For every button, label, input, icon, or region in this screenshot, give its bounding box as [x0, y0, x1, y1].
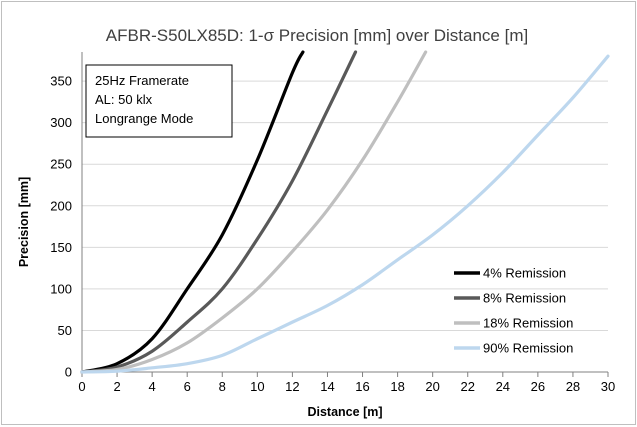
series-layer	[80, 50, 610, 374]
y-axis-label: Precision [mm]	[17, 177, 31, 267]
x-tick-label: 14	[320, 379, 334, 394]
x-tick-label: 8	[219, 379, 226, 394]
x-tick-label: 20	[425, 379, 439, 394]
legend: 4% Remission 8% Remission 18% Remission 90%…	[454, 266, 573, 356]
x-tick-label: 10	[250, 379, 264, 394]
x-tick-label: 16	[355, 379, 369, 394]
chart-title: AFBR-S50LX85D: 1-σ Precision [mm] over D…	[106, 26, 528, 45]
x-tick-label: 2	[113, 379, 120, 394]
x-tick-label: 28	[566, 379, 580, 394]
annotation-line: 25Hz Framerate	[95, 73, 189, 88]
y-tick-label: 250	[50, 157, 72, 172]
y-tick-label: 350	[50, 74, 72, 89]
legend-label: 4% Remission	[483, 266, 566, 281]
series-line-18pct-remission	[80, 50, 428, 374]
y-tick-label: 150	[50, 240, 72, 255]
x-tick-label: 0	[78, 379, 85, 394]
x-tick-label: 24	[496, 379, 510, 394]
annotation-line: AL: 50 klx	[95, 92, 153, 107]
y-tick-label: 0	[65, 365, 72, 380]
legend-label: 90% Remission	[483, 341, 573, 356]
series-line-90pct-remission	[80, 54, 610, 374]
annotation-box: 25Hz Framerate AL: 50 klx Longrange Mode	[85, 64, 233, 138]
legend-label: 8% Remission	[483, 291, 566, 306]
x-tick-label: 4	[149, 379, 156, 394]
x-axis-label: Distance [m]	[307, 405, 382, 419]
legend-label: 18% Remission	[483, 316, 573, 331]
annotation-frame	[85, 64, 233, 138]
x-tick-label: 12	[285, 379, 299, 394]
series-line-8pct-remission	[80, 50, 358, 374]
x-tick-label: 18	[390, 379, 404, 394]
x-tick-label: 6	[184, 379, 191, 394]
y-tick-label: 100	[50, 281, 72, 296]
x-tick-label: 30	[601, 379, 615, 394]
y-tick-label: 300	[50, 115, 72, 130]
series-line-4pct-remission	[80, 50, 305, 374]
y-tick-label: 50	[58, 323, 72, 338]
annotation-line: Longrange Mode	[95, 111, 193, 126]
y-tick-label: 200	[50, 198, 72, 213]
x-tick-label: 22	[460, 379, 474, 394]
x-tick-label: 26	[531, 379, 545, 394]
